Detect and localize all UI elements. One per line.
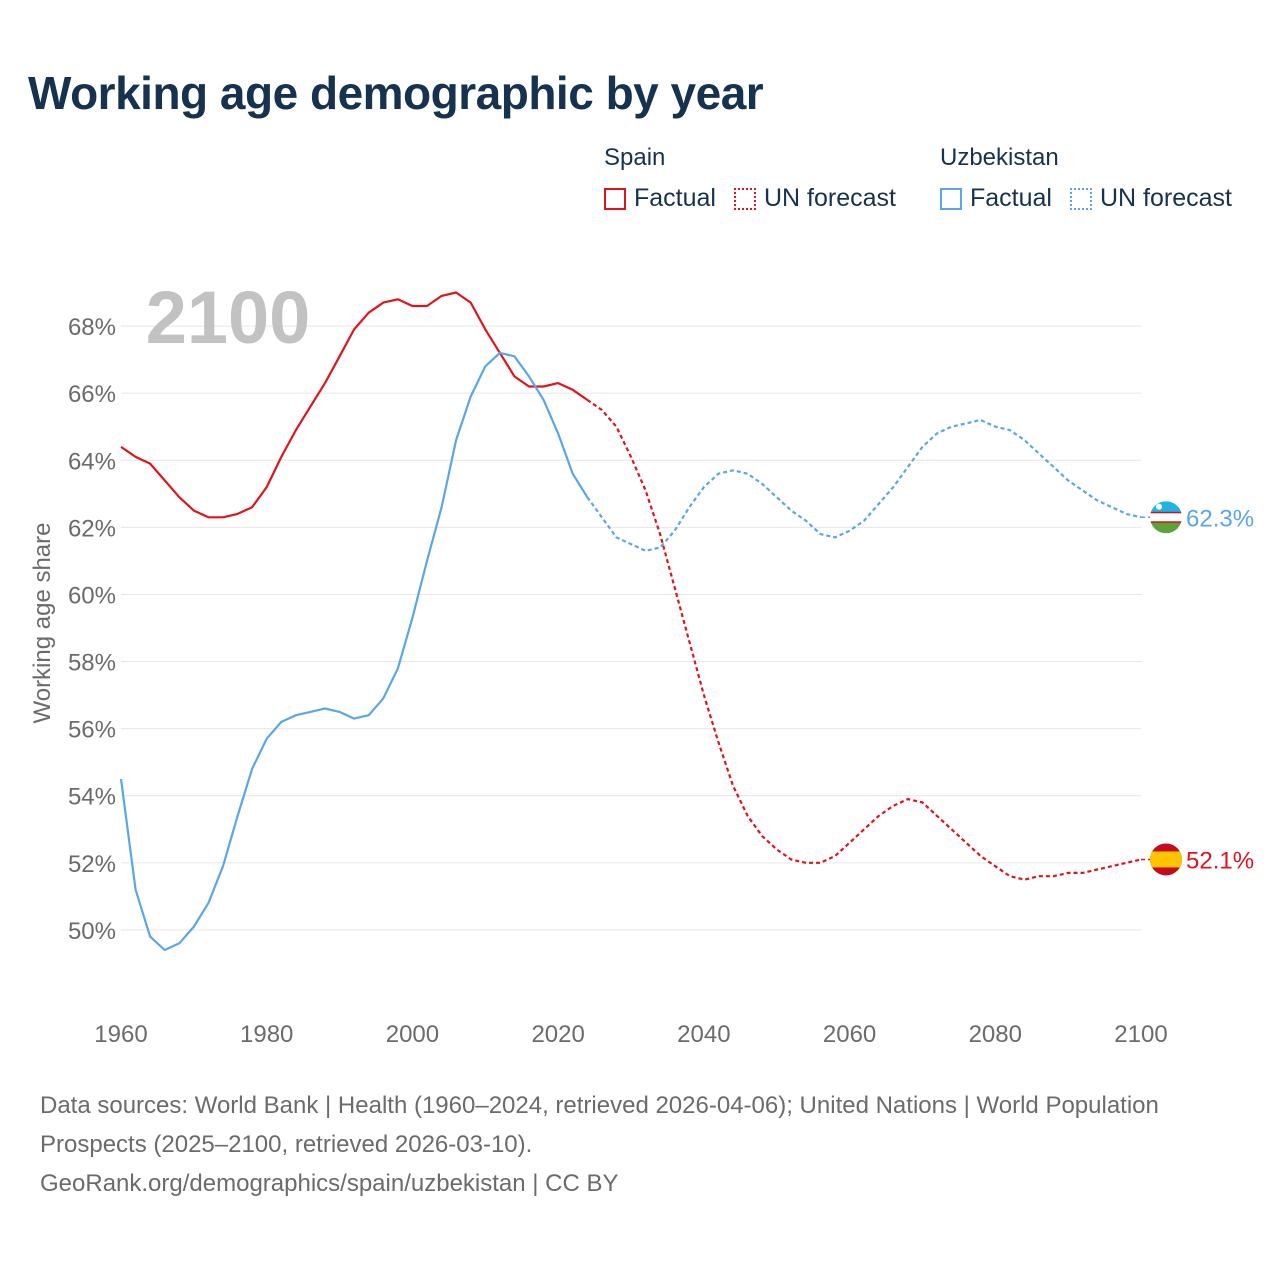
year-watermark: 2100 <box>146 276 311 359</box>
x-tick-label: 1960 <box>94 1021 147 1048</box>
legend-swatch-spain-forecast <box>733 187 756 210</box>
footer-sources: Data sources: World Bank | Health (1960–… <box>40 1092 1159 1158</box>
uzbekistan-flag-icon <box>1150 501 1182 534</box>
y-axis-ticks: 50% 52% 54% 56% 58% 60% 62% 64% 66% 68% <box>68 314 116 945</box>
chart-title: Working age demographic by year <box>28 67 764 119</box>
y-tick-label: 62% <box>68 515 116 542</box>
y-tick-label: 58% <box>68 650 116 677</box>
end-value-label: 52.1% <box>1186 847 1254 874</box>
footer: Data sources: World Bank | Health (1960–… <box>40 1086 1220 1203</box>
legend-swatch-uzbekistan-factual <box>940 187 962 210</box>
y-tick-label: 66% <box>68 381 116 408</box>
endpoint-markers: 52.1% 62.3% <box>1141 501 1254 876</box>
x-tick-label: 1980 <box>240 1021 293 1048</box>
legend-group-uzbekistan: Uzbekistan Factual UN forecast <box>940 144 1232 213</box>
legend-label-spain-factual: Factual <box>634 184 716 212</box>
legend-label-spain-forecast: UN forecast <box>763 184 896 212</box>
legend-swatch-spain-factual <box>604 187 626 210</box>
spain-flag-icon <box>1150 843 1182 876</box>
legend-uzbekistan-factual[interactable]: Factual <box>940 184 1052 213</box>
legend-swatch-uzbekistan-forecast <box>1069 187 1092 210</box>
x-tick-label: 2040 <box>677 1021 730 1048</box>
end-value-label: 62.3% <box>1186 505 1254 532</box>
y-tick-label: 56% <box>68 717 116 744</box>
series-line-uzbekistan-forecast <box>586 418 1142 552</box>
x-tick-label: 2000 <box>386 1021 439 1048</box>
legend-spain-forecast[interactable]: UN forecast <box>733 184 896 213</box>
y-tick-label: 68% <box>68 314 116 341</box>
legend-label-uzbekistan-forecast: UN forecast <box>1099 184 1232 212</box>
y-tick-label: 54% <box>68 784 116 811</box>
legend-title-uzbekistan: Uzbekistan <box>940 144 1059 171</box>
legend-label-uzbekistan-factual: Factual <box>970 184 1052 212</box>
grid-lines <box>121 325 1141 931</box>
x-tick-label: 2100 <box>1114 1021 1167 1048</box>
series-line-spain-factual <box>120 291 588 519</box>
footer-link[interactable]: GeoRank.org/demographics/spain/uzbekista… <box>40 1170 619 1197</box>
x-tick-label: 2020 <box>531 1021 584 1048</box>
legend-spain-factual[interactable]: Factual <box>604 184 716 213</box>
line-chart: 2100 50% 52% 54% 56% 58% 60% 62% 64% 66% 68% 1960… <box>29 276 1254 1048</box>
series-line-spain-forecast <box>586 398 1142 881</box>
y-tick-label: 60% <box>68 582 116 609</box>
x-tick-label: 2080 <box>969 1021 1022 1048</box>
legend-title-spain: Spain <box>604 144 666 171</box>
y-tick-label: 50% <box>68 918 116 945</box>
legend-uzbekistan-forecast[interactable]: UN forecast <box>1069 184 1232 213</box>
series-lines <box>119 291 1142 952</box>
y-tick-label: 64% <box>68 448 116 475</box>
legend-group-spain: Spain Factual UN forecast <box>604 144 896 213</box>
x-tick-label: 2060 <box>823 1021 876 1048</box>
y-axis-label: Working age share <box>29 523 56 724</box>
x-axis-ticks: 1960 1980 2000 2020 2040 2060 2080 2100 <box>94 1021 1167 1048</box>
series-line-uzbekistan-factual <box>119 351 589 952</box>
y-tick-label: 52% <box>68 851 116 878</box>
